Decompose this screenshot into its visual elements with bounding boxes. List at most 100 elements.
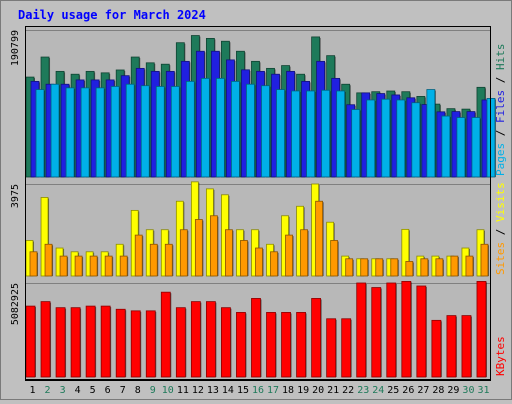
bar-pages-day-17 [276, 89, 285, 178]
legend-item-kbytes: KBytes [494, 336, 507, 376]
bar-sites-day-31 [480, 243, 489, 277]
bar-sites-day-26 [405, 261, 414, 277]
legend-item-sites: Sites [494, 242, 507, 275]
bar-sites-day-9 [149, 243, 158, 277]
bar-kbytes-day-11 [175, 307, 186, 378]
bar-sites-day-13 [209, 215, 218, 277]
bar-pages-day-20 [321, 89, 331, 178]
x-tick-day-14: 14 [222, 385, 234, 396]
x-tick-day-7: 7 [120, 385, 126, 396]
bar-sites-day-15 [240, 240, 248, 277]
bar-pages-day-2 [50, 83, 60, 178]
bar-kbytes-day-7 [115, 308, 126, 378]
bar-kbytes-day-25 [386, 282, 397, 378]
bar-pages-day-21 [336, 90, 346, 178]
x-tick-day-19: 19 [297, 385, 309, 396]
x-tick-day-21: 21 [327, 385, 339, 396]
x-tick-day-30: 30 [462, 385, 474, 396]
bar-sites-day-30 [465, 255, 474, 277]
bar-sites-day-11 [179, 229, 188, 277]
bar-sites-day-18 [285, 234, 293, 277]
bar-kbytes-day-1 [25, 305, 36, 378]
bar-sites-day-16 [255, 247, 263, 277]
bar-pages-day-7 [125, 83, 135, 178]
bar-pages-day-4 [80, 87, 90, 178]
bar-sites-day-27 [420, 258, 429, 277]
x-tick-day-13: 13 [207, 385, 219, 396]
bar-kbytes-day-23 [356, 282, 367, 378]
bar-kbytes-day-30 [461, 315, 472, 378]
x-tick-day-8: 8 [135, 385, 141, 396]
x-tick-day-15: 15 [237, 385, 249, 396]
bar-pages-day-14 [231, 80, 240, 178]
x-tick-day-4: 4 [75, 385, 81, 396]
bar-kbytes-day-3 [55, 307, 66, 378]
bar-pages-day-3 [65, 87, 75, 178]
bar-pages-day-12 [200, 77, 210, 178]
legend-kbytes: KBytes [494, 336, 507, 376]
bar-pages-day-15 [246, 83, 255, 178]
x-tick-day-16: 16 [252, 385, 264, 396]
bar-kbytes-day-19 [296, 312, 306, 378]
x-tick-day-3: 3 [60, 385, 66, 396]
bar-kbytes-day-14 [221, 307, 231, 378]
bar-sites-day-7 [119, 255, 128, 277]
plot-frame [25, 26, 491, 380]
bar-kbytes-day-4 [70, 307, 81, 378]
panel-visits: 3975 Sites / Visits [10, 180, 507, 280]
bar-kbytes-day-27 [416, 285, 427, 378]
bar-pages-day-28 [441, 115, 451, 178]
legend-visits: Sites / Visits [494, 182, 507, 275]
bar-sites-day-4 [74, 255, 83, 277]
x-tick-day-23: 23 [357, 385, 369, 396]
bar-pages-day-10 [170, 86, 180, 178]
bar-pages-day-1 [35, 89, 45, 178]
bar-kbytes-day-24 [371, 287, 382, 378]
bar-sites-day-25 [390, 258, 399, 277]
x-tick-day-12: 12 [192, 385, 204, 396]
bar-sites-day-6 [104, 255, 113, 277]
bar-pages-day-5 [95, 87, 105, 178]
x-axis-day-labels: 1 2 3 4 5 6 7 8 9 10 11 12 13 14 15 16 17 18 19 20 21 22 23 24 2… [30, 385, 490, 396]
y-max-label-hits: 190799 [10, 30, 21, 66]
bar-sites-day-1 [29, 251, 38, 277]
bar-sites-day-17 [270, 251, 278, 277]
bar-kbytes-day-18 [281, 312, 291, 378]
legend-item-files: Files [494, 90, 507, 123]
bar-pages-day-11 [185, 80, 195, 178]
panel-hits: 190799 Pages / Files / Hits [10, 26, 507, 181]
bar-visits-day-26 [401, 228, 410, 277]
bar-kbytes-day-12 [190, 301, 201, 378]
bar-pages-day-22 [351, 109, 361, 178]
x-tick-day-26: 26 [402, 385, 414, 396]
bar-sites-day-10 [164, 243, 173, 277]
y-max-label-visits: 3975 [10, 184, 21, 208]
bar-kbytes-day-26 [401, 281, 412, 378]
legend-separator: / [494, 222, 507, 242]
bar-sites-day-3 [59, 255, 68, 277]
bar-kbytes-day-29 [446, 315, 457, 378]
x-tick-day-1: 1 [30, 385, 36, 396]
bar-pages-day-18 [291, 90, 300, 178]
bar-sites-day-23 [360, 258, 369, 277]
bar-sites-day-20 [315, 200, 324, 277]
bar-sites-day-2 [44, 243, 53, 277]
bar-sites-day-24 [375, 258, 384, 277]
series-kbytes [25, 281, 487, 378]
bar-sites-day-22 [345, 258, 354, 277]
legend-hits: Pages / Files / Hits [494, 44, 507, 177]
legend-item-hits: Hits [494, 44, 507, 71]
bar-pages-day-8 [140, 85, 150, 178]
x-tick-day-28: 28 [432, 385, 444, 396]
x-tick-day-2: 2 [45, 385, 51, 396]
series-sites [29, 200, 489, 277]
x-tick-day-25: 25 [387, 385, 399, 396]
x-tick-day-18: 18 [282, 385, 294, 396]
bar-pages-day-26 [411, 102, 421, 178]
bar-pages-day-13 [215, 77, 225, 178]
bar-kbytes-day-21 [326, 318, 337, 378]
bar-pages-day-29 [456, 117, 466, 178]
bar-kbytes-day-17 [266, 312, 276, 378]
bar-kbytes-day-28 [431, 319, 442, 378]
